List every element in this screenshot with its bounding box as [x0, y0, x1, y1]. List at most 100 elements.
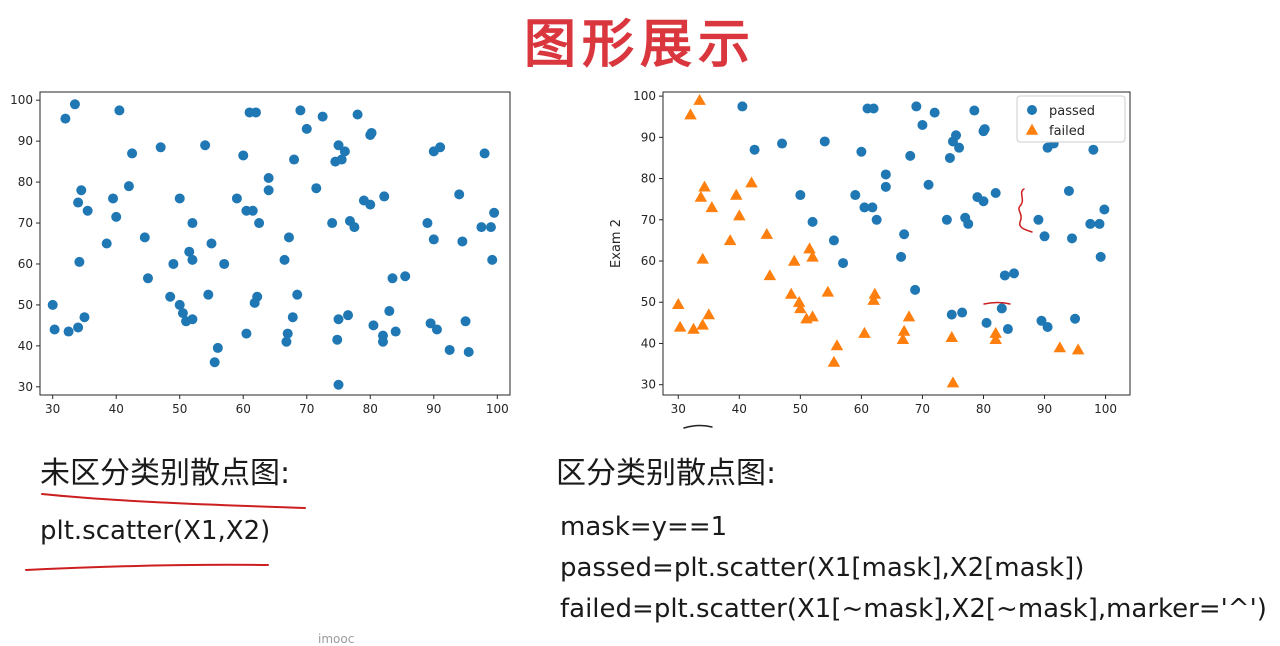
y-tick-label: 50: [641, 295, 656, 309]
caption-unclassified: 未区分类别散点图:: [40, 456, 291, 491]
data-point-triangle: [702, 308, 716, 320]
data-point: [856, 146, 867, 157]
data-point-triangle: [1053, 341, 1067, 353]
data-point: [954, 142, 965, 153]
data-point: [899, 229, 910, 240]
data-point: [737, 101, 748, 112]
data-point-triangle: [673, 320, 687, 332]
data-point-triangle: [1071, 343, 1085, 355]
data-point-triangle: [902, 310, 916, 322]
code-passed-line: passed=plt.scatter(X1[mask],X2[mask]): [560, 553, 1085, 583]
data-point: [142, 273, 153, 284]
data-point: [963, 218, 974, 229]
y-tick-label: 90: [641, 130, 656, 144]
data-point-triangle: [784, 287, 798, 299]
x-tick-label: 50: [793, 402, 808, 416]
data-point-triangle: [733, 209, 746, 221]
data-point: [384, 306, 395, 317]
data-point: [165, 291, 176, 302]
data-point: [282, 328, 293, 339]
data-point: [238, 150, 249, 161]
data-point-triangle: [989, 333, 1002, 345]
x-tick-label: 80: [363, 402, 378, 416]
data-point: [460, 316, 471, 327]
data-point: [287, 312, 298, 323]
x-tick-label: 100: [1094, 402, 1117, 416]
data-point: [127, 148, 138, 159]
y-tick-label: 100: [10, 93, 33, 107]
data-point: [923, 179, 934, 190]
y-tick-label: 100: [633, 89, 656, 103]
data-point-triangle: [945, 331, 958, 342]
data-point-triangle: [787, 254, 801, 266]
data-point: [73, 322, 84, 333]
data-point: [1067, 233, 1078, 244]
data-point: [377, 336, 388, 347]
data-point-triangle: [698, 180, 711, 192]
x-tick-label: 40: [109, 402, 124, 416]
data-point: [454, 189, 465, 200]
data-point: [200, 140, 211, 151]
data-point-triangle: [730, 188, 743, 200]
data-point-triangle: [760, 227, 774, 239]
data-point: [332, 334, 343, 345]
data-point: [1009, 268, 1020, 279]
data-point: [327, 218, 338, 229]
data-point: [979, 124, 990, 135]
data-point: [910, 284, 921, 295]
series-points: [47, 99, 500, 390]
y-tick-label: 40: [641, 336, 656, 350]
data-point-triangle: [705, 201, 719, 213]
data-point: [951, 130, 962, 141]
legend-entry-passed: passed: [1049, 104, 1095, 119]
data-point: [295, 105, 306, 116]
x-tick-label: 40: [732, 402, 747, 416]
code-scatter-basic: plt.scatter(X1,X2): [40, 516, 271, 546]
data-point: [957, 307, 968, 318]
data-point-triangle: [858, 326, 871, 338]
data-point: [187, 218, 198, 229]
data-point: [339, 146, 350, 157]
y-tick-label: 60: [18, 257, 33, 271]
code-mask-line: mask=y==1: [560, 512, 728, 542]
data-point: [365, 199, 376, 210]
data-point: [231, 193, 242, 204]
data-point-triangle: [830, 339, 844, 351]
data-point: [1042, 321, 1053, 332]
data-point: [431, 324, 442, 335]
legend-entry-failed: failed: [1049, 124, 1085, 139]
watermark: imooc: [318, 632, 355, 646]
x-tick-label: 30: [671, 402, 686, 416]
data-point: [79, 312, 90, 323]
data-point: [60, 113, 71, 124]
data-point-triangle: [989, 326, 1002, 338]
data-point: [283, 232, 294, 243]
y-axis-label: Exam 2: [609, 219, 624, 268]
data-point: [444, 344, 455, 355]
data-point: [209, 357, 220, 368]
data-point: [485, 222, 496, 233]
data-point-triangle: [867, 293, 880, 305]
data-point: [880, 169, 891, 180]
y-tick-label: 80: [641, 172, 656, 186]
data-point: [82, 205, 93, 216]
data-point: [929, 107, 940, 118]
data-point-triangle: [946, 376, 960, 388]
data-point: [795, 190, 806, 201]
data-point: [73, 197, 84, 208]
data-point: [250, 107, 261, 118]
data-point: [212, 342, 223, 353]
y-tick-label: 70: [641, 213, 656, 227]
y-tick-label: 70: [18, 216, 33, 230]
data-point-triangle: [827, 355, 841, 367]
data-point: [247, 205, 258, 216]
data-point: [336, 154, 347, 165]
y-tick-label: 60: [641, 254, 656, 268]
data-point: [867, 202, 878, 213]
data-point: [279, 254, 290, 265]
x-tick-label: 70: [915, 402, 930, 416]
chart-legend: passed failed: [1016, 95, 1126, 143]
data-point: [301, 123, 312, 134]
data-point: [174, 299, 185, 310]
